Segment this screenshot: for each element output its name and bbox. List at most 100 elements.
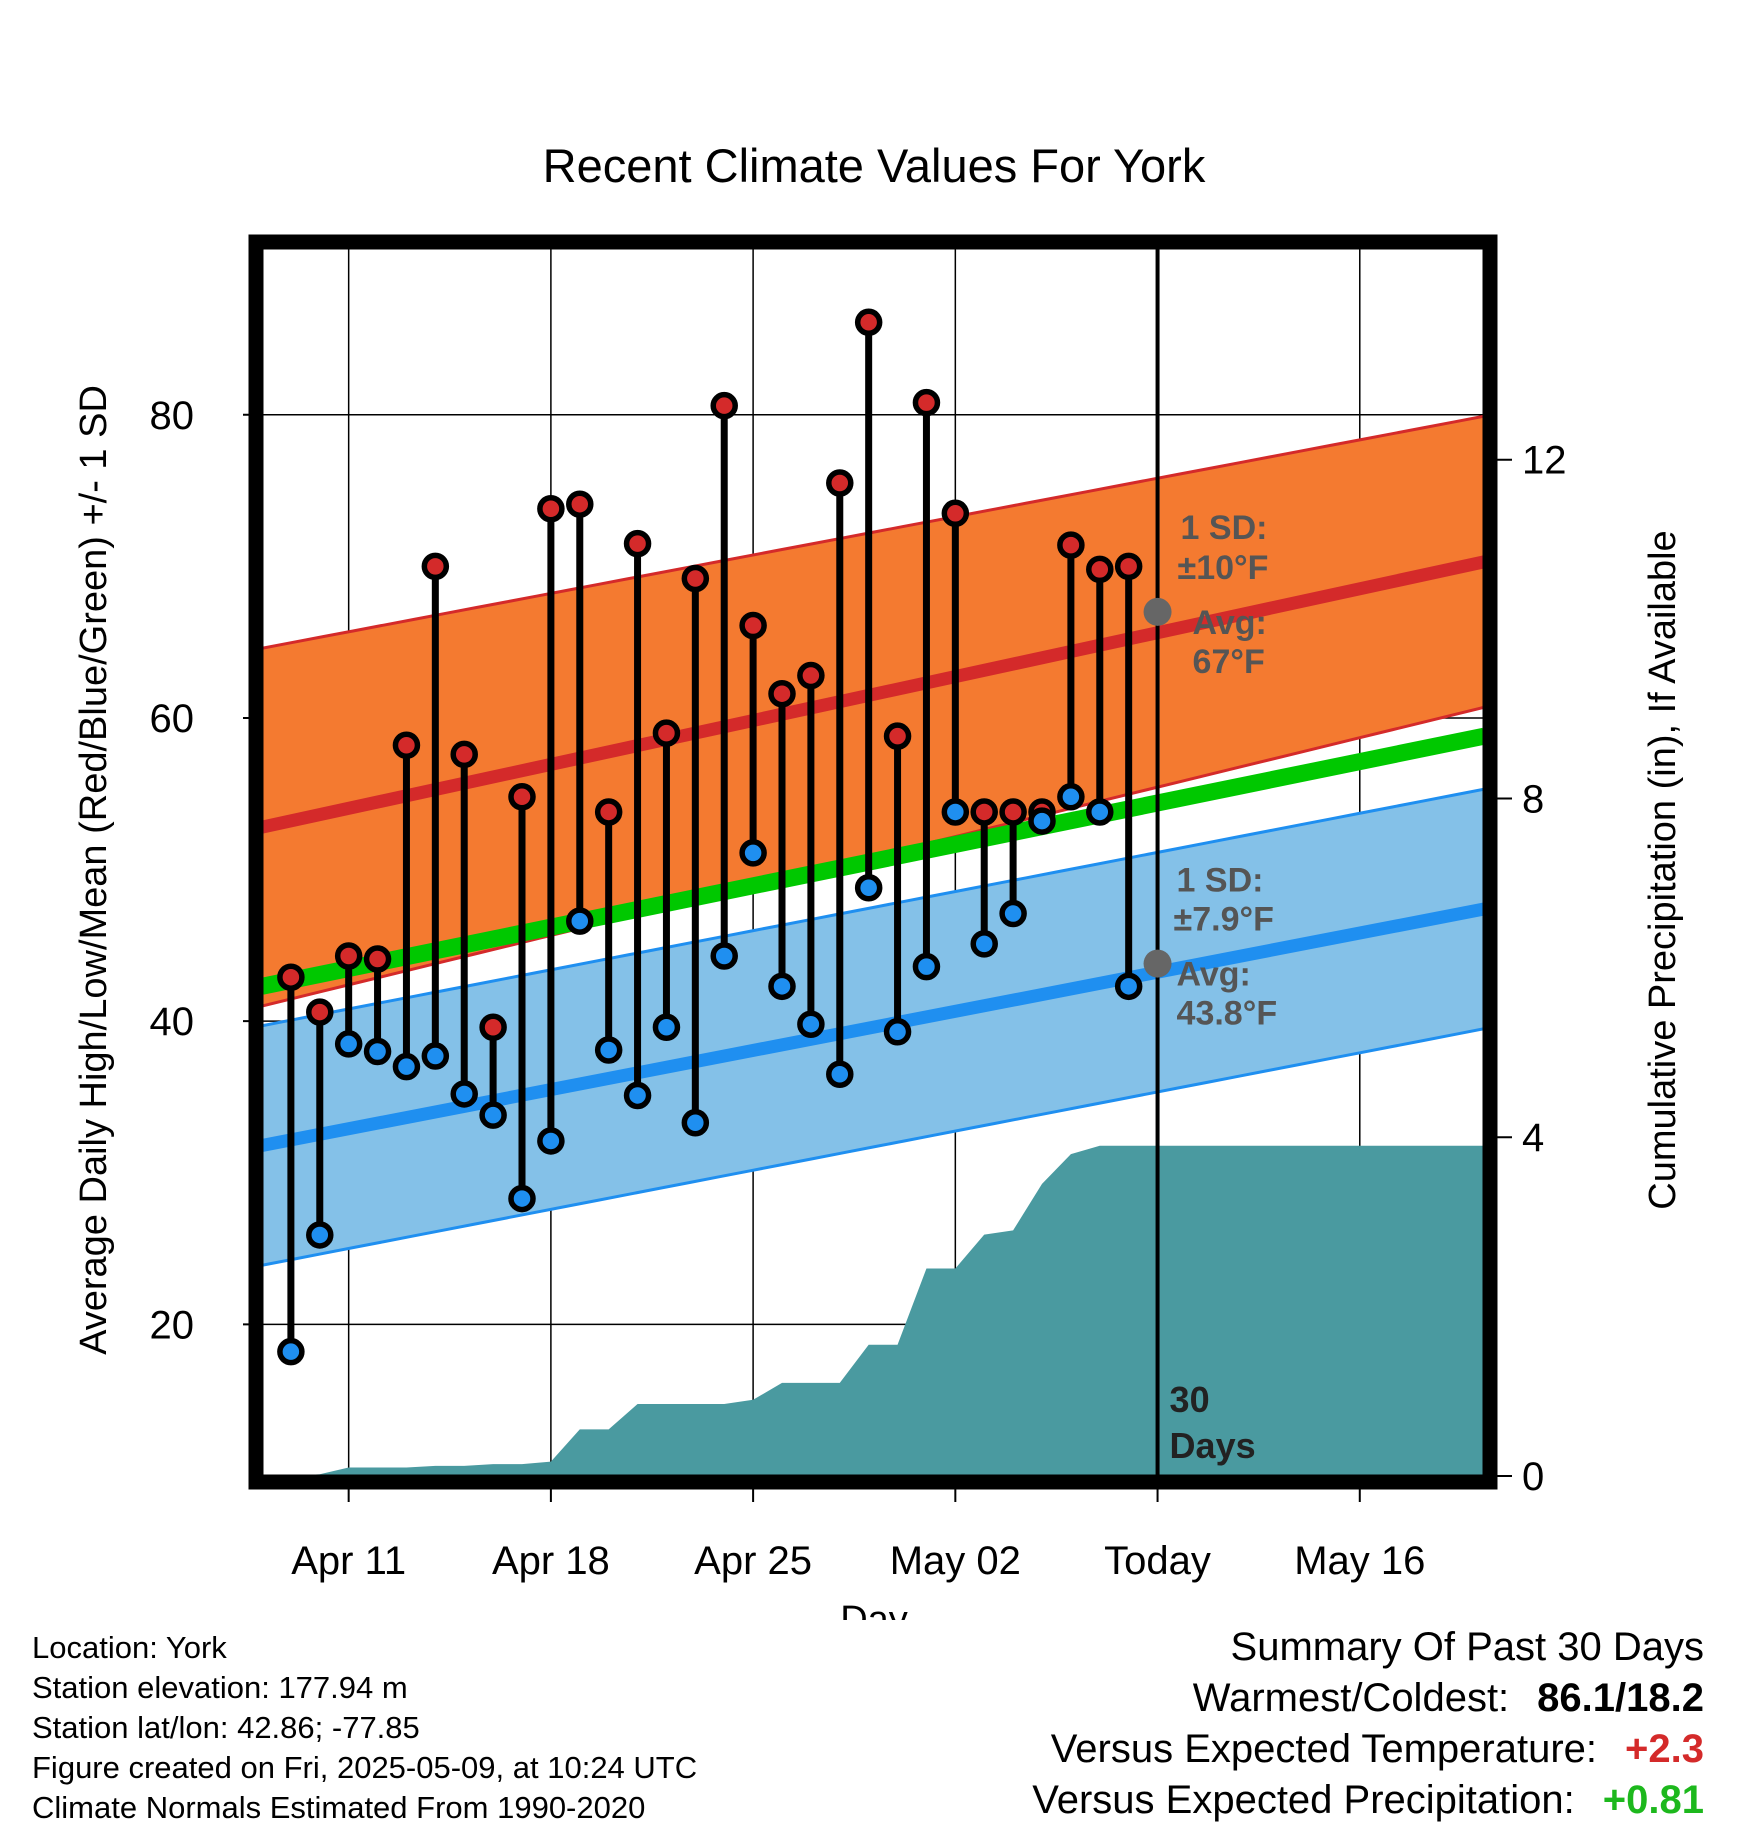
x-tick-label: Apr 25 [694, 1539, 812, 1583]
y-axis-label: Average Daily High/Low/Mean (Red/Blue/Gr… [73, 385, 115, 1355]
x-tick-label: Apr 18 [492, 1539, 610, 1583]
high-sd-value: ±10°F [1178, 549, 1269, 587]
avg-high-marker [1143, 597, 1172, 626]
y2-tick-label: 4 [1522, 1116, 1544, 1160]
warm-cold-value: 86.1/18.2 [1537, 1676, 1704, 1720]
warm-cold-label: Warmest/Coldest: [1192, 1676, 1510, 1720]
daily-low-point [508, 1184, 536, 1213]
daily-low-point [1057, 783, 1085, 811]
daily-low-point [566, 907, 594, 935]
y2-tick-label: 8 [1522, 777, 1544, 821]
daily-low-point [392, 1052, 421, 1081]
daily-low-point [681, 1109, 710, 1137]
daily-high-point [479, 1013, 507, 1041]
elevation-text: Station elevation: 177.94 m [32, 1670, 408, 1705]
daily-high-point [594, 798, 623, 826]
daily-high-point [912, 388, 941, 417]
created-text: Figure created on Fri, 2025-05-09, at 10… [32, 1750, 698, 1785]
y2-tick-label: 12 [1522, 439, 1567, 483]
x-axis-label: Day [840, 1599, 908, 1620]
daily-high-point [652, 719, 681, 747]
daily-high-point [681, 564, 710, 593]
y-tick-label: 20 [150, 1303, 195, 1347]
daily-low-point [883, 1018, 912, 1046]
plot-content [262, 248, 1484, 1476]
low-sd-band-edge [262, 1027, 1484, 1267]
daily-high-point [941, 499, 970, 528]
daily-low-point [1086, 798, 1114, 826]
daily-high-point [826, 469, 854, 497]
y2-tick-label: 0 [1522, 1455, 1544, 1499]
high-sd-band [262, 416, 1484, 1007]
daily-low-point [450, 1080, 478, 1108]
daily-high-point [421, 552, 450, 581]
daily-high-point [970, 798, 998, 826]
daily-low-point [999, 899, 1027, 928]
high-avg-value: 67°F [1193, 643, 1265, 681]
daily-high-point [1114, 552, 1143, 581]
daily-high-point [363, 945, 392, 973]
y-tick-label: 80 [150, 394, 195, 438]
plot-frame [248, 234, 1498, 1490]
precipitation-area [290, 1145, 1484, 1476]
daily-low-point [363, 1037, 392, 1066]
precip-anomaly-label: Versus Expected Precipitation: [1032, 1778, 1575, 1822]
normals-text: Climate Normals Estimated From 1990-2020 [32, 1790, 646, 1825]
daily-high-point [1086, 555, 1114, 584]
daily-low-point [1114, 972, 1143, 1001]
low-avg-label: Avg: [1177, 956, 1251, 994]
daily-high-point [508, 783, 536, 811]
daily-low-point [912, 952, 941, 981]
high-sd-label: 1 SD: [1181, 509, 1268, 547]
x-tick-label: May 02 [890, 1539, 1021, 1583]
daily-low-point [537, 1127, 565, 1155]
daily-low-point [1028, 807, 1056, 835]
daily-high-point [623, 529, 652, 558]
low-sd-value: ±7.9°F [1174, 901, 1274, 939]
daily-low-point [623, 1081, 652, 1110]
x-tick-label: Apr 11 [291, 1539, 406, 1583]
latlon-text: Station lat/lon: 42.86; -77.85 [32, 1710, 420, 1745]
precip-anomaly-value: +0.81 [1602, 1778, 1704, 1822]
daily-low-point [652, 1013, 681, 1041]
y-tick-label: 40 [150, 1000, 195, 1044]
daily-high-point [1057, 531, 1085, 559]
daily-low-point [797, 1010, 825, 1038]
daily-high-point [710, 391, 738, 420]
high-avg-label: Avg: [1193, 604, 1267, 642]
daily-low-point [421, 1042, 450, 1070]
location-text: Location: York [32, 1630, 227, 1665]
daily-low-point [739, 839, 767, 867]
chart-title: Recent Climate Values For York [543, 139, 1206, 192]
daily-high-point [450, 740, 478, 769]
daily-high-point [797, 661, 825, 690]
daily-high-point [999, 798, 1027, 826]
temp-anomaly-label: Versus Expected Temperature: [1050, 1727, 1598, 1771]
daily-low-point [594, 1036, 623, 1064]
low-avg-value: 43.8°F [1177, 995, 1278, 1033]
daily-low-point [854, 874, 883, 902]
summary-heading: Summary Of Past 30 Days [1230, 1625, 1704, 1669]
daily-high-point [854, 308, 883, 337]
daily-high-point [277, 963, 305, 991]
y-tick-label: 60 [150, 697, 195, 741]
daily-high-point [883, 722, 912, 750]
avg-low-marker [1143, 949, 1172, 978]
daily-high-point [739, 611, 767, 640]
daily-low-point [479, 1101, 507, 1129]
daily-high-point [306, 998, 334, 1026]
today-days-label: 30 [1170, 1379, 1210, 1420]
daily-high-point [392, 731, 421, 760]
climate-chart: Recent Climate Values For York 30 Days 1 S… [73, 139, 1684, 1620]
daily-high-point [537, 495, 565, 523]
high-sd-band-edge [262, 414, 1484, 650]
daily-low-point [826, 1060, 854, 1088]
daily-low-point [941, 798, 970, 826]
daily-low-point [768, 972, 796, 1001]
y2-axis-label: Cumulative Precipitation (in), If Availa… [1642, 530, 1684, 1209]
temp-anomaly-value: +2.3 [1625, 1727, 1704, 1771]
x-tick-label: May 16 [1294, 1539, 1425, 1583]
daily-high-point [334, 942, 363, 970]
daily-low-point [334, 1030, 363, 1058]
